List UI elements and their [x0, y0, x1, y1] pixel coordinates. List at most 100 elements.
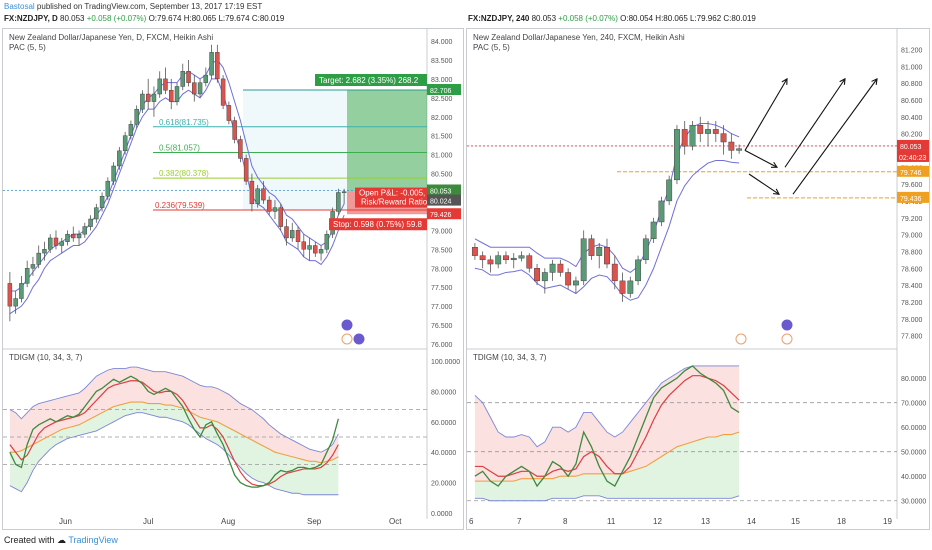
candle-body-22: [642, 238, 649, 261]
indicator-y-tick-3: 40.0000: [431, 450, 456, 457]
last-price-badge: 80.053: [900, 144, 922, 151]
right-x-label-7: 7: [517, 517, 522, 526]
candle-body-2: [19, 283, 24, 299]
candle-body-11: [71, 233, 76, 239]
last-price-badge-bg: [427, 184, 461, 196]
y-tick-label-5: 80.200: [901, 132, 923, 139]
candle-body-34: [203, 74, 209, 83]
footer: Created with ☁ TradingView: [4, 535, 118, 546]
last-price-badge: 80.053: [430, 188, 452, 195]
footer-brand[interactable]: TradingView: [68, 535, 118, 545]
left-open: O:79.674: [148, 14, 182, 23]
candle-body-21: [635, 259, 642, 282]
candle-body-10: [549, 263, 556, 273]
candle-body-25: [151, 93, 157, 102]
indicator-y-tick-1: 80.0000: [431, 389, 456, 396]
candle-body-32: [720, 133, 727, 143]
right-high: H:80.065: [655, 14, 688, 23]
right-x-label-14: 14: [747, 517, 756, 526]
target-label: Target: 2.682 (3.35%) 268.2: [319, 76, 419, 85]
y-tick-label-1: 81.000: [901, 64, 923, 71]
y-tick-label-17: 77.800: [901, 334, 923, 341]
candle-body-32: [192, 82, 197, 95]
candle-body-48: [284, 226, 289, 239]
indicator-y-tick-0: 80.0000: [901, 376, 926, 383]
candle-body-13: [572, 280, 579, 286]
author-link[interactable]: Bastosal: [4, 2, 35, 11]
fib-label-0: 0.618(81.735): [159, 118, 209, 127]
footer-created-with: Created with: [4, 535, 55, 545]
indicator-signal-line: [474, 375, 740, 477]
right-chart-panel[interactable]: New Zealand Dollar/Japanese Yen, 240, FX…: [466, 28, 930, 530]
candle-body-35: [209, 52, 214, 76]
earnings-icon: [341, 333, 353, 345]
candle-body-51: [301, 241, 306, 250]
target-price-badge-bg: [427, 84, 461, 96]
right-x-label-13: 13: [701, 517, 710, 526]
right-low: L:79.962: [690, 14, 722, 23]
candle-body-20: [122, 135, 128, 152]
indicator-upper-band: [9, 366, 339, 453]
right-x-label-18: 18: [837, 517, 846, 526]
candle-body-28: [169, 90, 174, 102]
candle-body-15: [588, 238, 595, 256]
indicator-lower-band: [9, 412, 339, 496]
right-symbol[interactable]: FX:NZDJPY, 240: [468, 14, 530, 23]
indicator-rsi-line: [9, 375, 339, 488]
indicator-lower-fill: [9, 402, 339, 495]
candle-body-20: [627, 280, 634, 294]
left-low: L:79.674: [218, 14, 250, 23]
candle-body-17: [604, 247, 610, 265]
right-x-label-11: 11: [607, 517, 616, 526]
candle-body-23: [650, 221, 657, 239]
candle-body-27: [163, 78, 168, 91]
countdown-badge: 02:40:23: [899, 155, 926, 162]
left-x-label-jun: Jun: [59, 517, 72, 526]
indicator-y-tick-5: 30.0000: [901, 499, 926, 506]
y-tick-label-1: 83.500: [431, 58, 453, 65]
candle-body-27: [681, 129, 688, 147]
left-change: +0.058 (+0.07%): [86, 14, 147, 23]
candle-body-30: [180, 71, 185, 87]
candle-body-52: [307, 245, 312, 250]
candle-body-17: [105, 180, 111, 197]
y-tick-label-3: 80.600: [901, 98, 923, 105]
candle-body-7: [526, 255, 533, 269]
projection-arrow-1: [744, 78, 788, 151]
y-tick-label-3: 82.500: [431, 96, 453, 103]
candle-body-44: [261, 188, 266, 201]
countdown-badge-bg: [897, 150, 929, 162]
y-tick-label-10: 79.000: [431, 228, 453, 235]
stop-label: Stop: 0.598 (0.75%) 59.8: [333, 220, 423, 229]
left-chart-canvas: 84.000 83.500 83.000 82.500 82.000 81.500 81.0…: [3, 29, 461, 519]
candle-body-1: [479, 255, 486, 261]
candle-body-21: [128, 124, 134, 136]
projection-arrow-5: [792, 78, 878, 195]
entry-price-badge: 80.024: [430, 199, 452, 206]
indicator-lower-fill: [474, 432, 740, 501]
earnings-icon-2: [781, 333, 793, 345]
fib-label-1: 0.5(81.057): [159, 143, 200, 152]
projection-arrow-3: [784, 78, 846, 168]
left-symbol[interactable]: FX:NZDJPY, D: [4, 14, 58, 23]
projection-arrow-5-head: [871, 77, 878, 85]
right-x-label-12: 12: [653, 517, 662, 526]
level2-badge-bg: [897, 191, 929, 203]
left-chart-panel[interactable]: New Zealand Dollar/Japanese Yen, D, FXCM…: [2, 28, 464, 530]
candle-body-5: [510, 257, 517, 261]
candle-body-7: [48, 237, 53, 250]
candle-body-2: [487, 259, 494, 265]
candle-body-41: [243, 158, 249, 182]
candle-body-49: [290, 230, 295, 239]
y-tick-label-2: 80.800: [901, 81, 923, 88]
indicator-upper-fill: [9, 367, 339, 463]
indicator-lower-band: [474, 495, 740, 502]
y-tick-label-16: 76.000: [431, 342, 453, 349]
right-chart-title: New Zealand Dollar/Japanese Yen, 240, FX…: [473, 33, 685, 42]
candle-body-53: [313, 245, 318, 254]
fib-area: [243, 90, 347, 210]
candle-body-18: [611, 263, 618, 282]
right-chart-canvas: 81.200 81.000 80.800 80.600 80.400 80.200 80.0…: [467, 29, 929, 519]
candle-body-54: [318, 249, 324, 254]
level1-badge: 79.746: [900, 170, 922, 177]
